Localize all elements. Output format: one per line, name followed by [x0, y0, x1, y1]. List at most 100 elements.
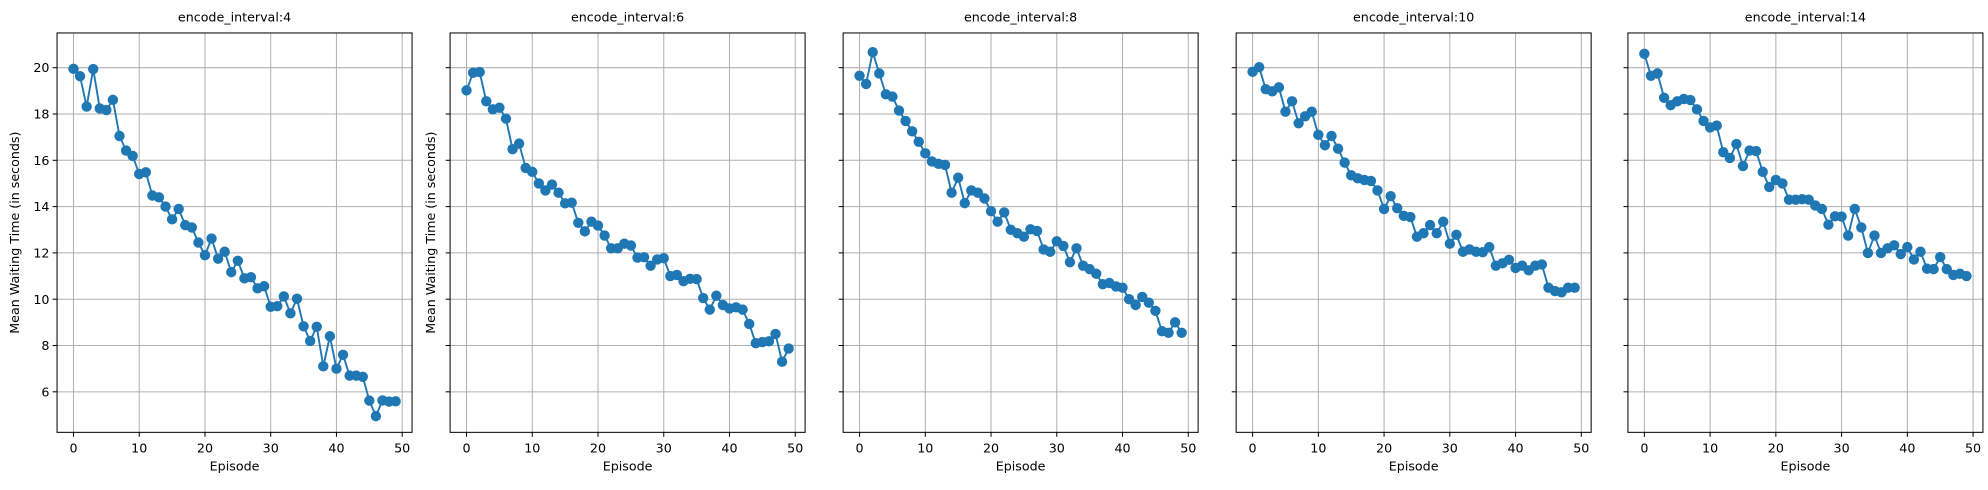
data-point — [1895, 248, 1906, 260]
data-point — [1253, 62, 1265, 73]
data-point — [592, 220, 604, 231]
data-point — [985, 206, 997, 217]
data-point — [81, 101, 92, 112]
data-point — [1378, 203, 1390, 215]
data-point — [186, 222, 198, 233]
data-point — [160, 201, 171, 212]
data-point — [566, 197, 577, 208]
data-point — [546, 179, 558, 190]
data-point — [166, 214, 178, 225]
data-point — [874, 68, 885, 79]
data-point — [1444, 238, 1456, 249]
data-point — [318, 361, 329, 372]
data-point — [783, 343, 794, 354]
data-point — [390, 396, 401, 407]
y-tick-label: 10 — [33, 292, 49, 307]
data-point — [573, 217, 584, 229]
y-tick-label: 6 — [41, 384, 49, 399]
data-point — [920, 148, 931, 159]
data-point — [206, 233, 217, 244]
data-point — [579, 226, 591, 237]
data-point — [744, 318, 755, 330]
data-point — [114, 130, 125, 142]
x-tick-label: 30 — [1834, 441, 1850, 456]
data-point — [127, 150, 138, 162]
x-tick-label: 0 — [462, 441, 470, 456]
y-axis-label: Mean Waiting Time (in seconds) — [423, 132, 438, 334]
x-tick-label: 0 — [856, 441, 864, 456]
data-point — [1902, 241, 1913, 253]
x-tick-label: 40 — [1114, 441, 1130, 456]
data-point — [232, 255, 244, 266]
data-point — [625, 240, 637, 251]
data-point — [527, 166, 538, 178]
x-tick-label: 50 — [1180, 441, 1196, 456]
x-tick-label: 40 — [1508, 441, 1524, 456]
x-tick-label: 0 — [69, 441, 77, 456]
data-point — [1816, 203, 1828, 215]
data-point — [959, 197, 970, 209]
data-point — [854, 70, 865, 81]
data-point — [245, 272, 257, 283]
data-point — [1503, 254, 1515, 266]
y-tick-label: 20 — [33, 60, 49, 75]
data-point — [494, 102, 505, 113]
data-point — [1058, 240, 1069, 252]
data-point — [1908, 254, 1920, 265]
x-tick-label: 50 — [1965, 441, 1981, 456]
data-point — [1286, 96, 1298, 107]
data-point — [770, 328, 781, 340]
figure-root: 0 10 20 30 40 50 6 8 10 12 14 16 18 20 encode_interval… — [7, 10, 1984, 473]
x-axis-label: Episode — [1781, 458, 1831, 473]
plot-frame — [1627, 32, 1984, 433]
x-tick-label: 50 — [787, 441, 803, 456]
data-point — [1737, 160, 1749, 172]
x-tick-label: 20 — [1768, 441, 1784, 456]
plot-frame — [842, 32, 1199, 433]
x-tick-label: 40 — [328, 441, 344, 456]
x-tick-label: 10 — [1310, 441, 1326, 456]
data-point — [900, 115, 911, 127]
data-point — [671, 269, 683, 281]
data-point — [1639, 48, 1650, 59]
data-point — [887, 91, 898, 102]
data-point — [226, 266, 237, 278]
y-tick-label: 18 — [33, 107, 49, 122]
subplot-5: 0 10 20 30 40 50 encode_interval:14 Episode — [1623, 10, 1984, 473]
data-point — [553, 187, 564, 198]
data-point — [291, 293, 303, 304]
subplot-title: encode_interval:10 — [1353, 10, 1474, 25]
data-point — [1385, 190, 1396, 202]
data-point — [913, 136, 924, 147]
data-point — [1117, 282, 1128, 293]
x-tick-label: 30 — [1049, 441, 1065, 456]
x-tick-label: 40 — [1899, 441, 1915, 456]
data-point — [1724, 152, 1736, 164]
data-point — [533, 178, 545, 189]
data-point — [1418, 228, 1429, 239]
x-tick-label: 10 — [524, 441, 540, 456]
data-point — [906, 126, 918, 137]
series-line — [465, 71, 790, 365]
data-point — [1306, 106, 1317, 117]
plot-frame — [449, 32, 806, 433]
x-tick-label: 10 — [1702, 441, 1718, 456]
data-point — [946, 187, 957, 198]
data-point — [1934, 251, 1946, 263]
data-point — [337, 349, 349, 360]
data-point — [193, 237, 204, 248]
x-axis-label: Episode — [1389, 458, 1439, 473]
data-point — [1332, 143, 1344, 154]
x-tick-label: 30 — [1442, 441, 1458, 456]
data-point — [998, 207, 1010, 218]
x-tick-label: 20 — [1376, 441, 1392, 456]
subplot-2: 0 10 20 30 40 50 encode_interval:6 Episode Mean … — [423, 10, 806, 473]
subplot-title: encode_interval:4 — [178, 10, 291, 25]
y-tick-label: 14 — [33, 199, 49, 214]
data-point — [1961, 270, 1972, 282]
data-point — [513, 138, 525, 149]
data-point — [1691, 104, 1703, 115]
subplot-title: encode_interval:6 — [571, 10, 684, 25]
data-point — [1431, 228, 1442, 239]
data-point — [1280, 106, 1291, 117]
